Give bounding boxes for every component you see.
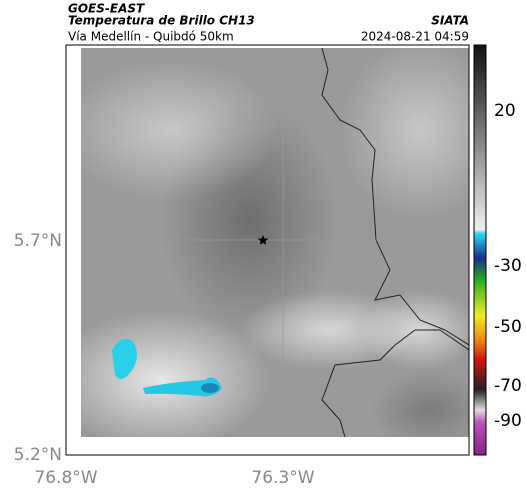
- lon-label: 76.3°W: [251, 468, 314, 488]
- colorbar: [473, 44, 487, 456]
- colorbar-label: -70: [494, 376, 522, 396]
- colorbar-label: 20: [494, 101, 516, 121]
- colorbar-label: -50: [494, 317, 522, 337]
- datetime: 2024-08-21 04:59: [361, 30, 469, 44]
- agency: SIATA: [431, 14, 469, 28]
- satellite-image: [81, 48, 469, 437]
- colorbar-label: -30: [494, 256, 522, 276]
- title: Temperatura de Brillo CH13: [68, 14, 255, 28]
- subtitle: Vía Medellín - Quibdó 50km: [68, 30, 234, 44]
- source: GOES-EAST: [68, 2, 145, 16]
- lon-label: 76.8°W: [34, 468, 97, 488]
- lat-label: 5.2°N: [14, 445, 62, 465]
- colorbar-label: -90: [494, 411, 522, 431]
- map-frame: [65, 44, 470, 456]
- lat-label: 5.7°N: [14, 231, 62, 251]
